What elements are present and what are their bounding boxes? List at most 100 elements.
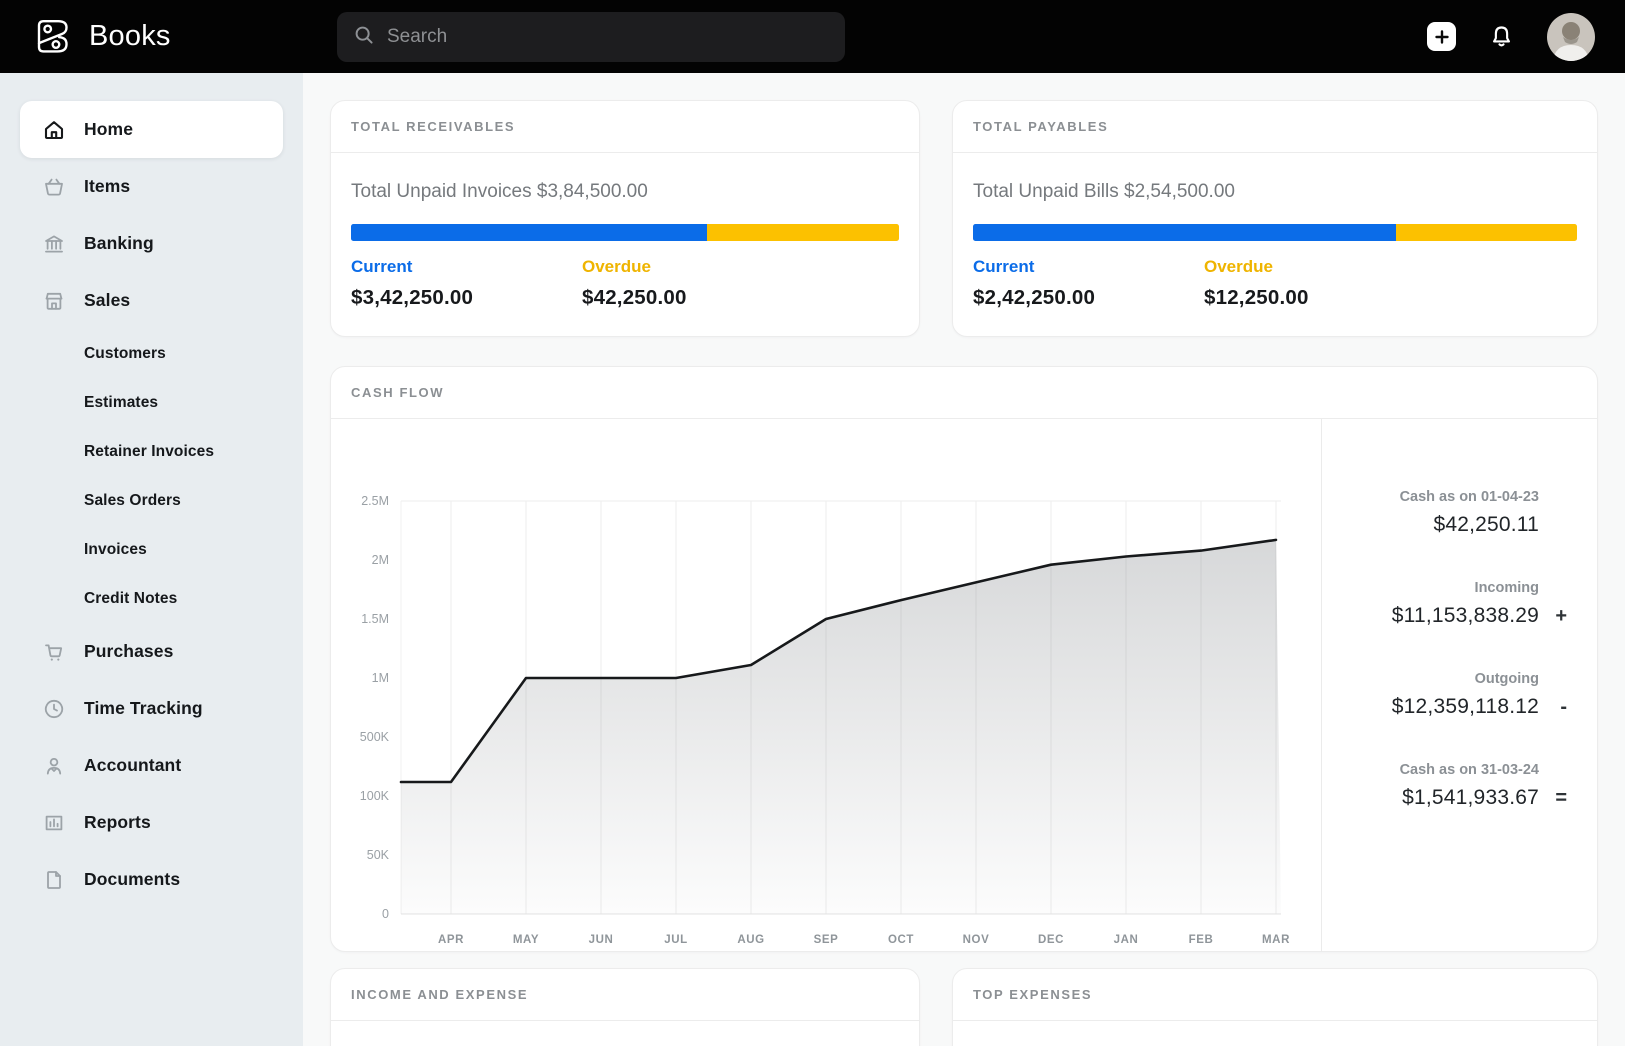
sidebar-item-items[interactable]: Items [20, 158, 283, 215]
dashboard-content: TOTAL RECEIVABLES Total Unpaid Invoices … [303, 73, 1625, 1046]
cashflow-stat: Cash as on 01-04-23 $42,250.11 [1322, 489, 1567, 537]
books-logo-icon [28, 12, 72, 61]
sidebar-item-customers[interactable]: Customers [20, 329, 283, 378]
person-icon [42, 754, 66, 778]
svg-text:500K: 500K [360, 730, 390, 744]
sidebar-item-label: Sales [84, 290, 131, 310]
cashflow-chart: APR MAY JUN JUL AUG SEP OCT NOV DEC JAN FEB MAR 2.5M… [360, 494, 1290, 946]
sidebar-item-label: Purchases [84, 641, 174, 661]
current-amount: $3,42,250.00 [351, 286, 474, 309]
svg-text:0: 0 [382, 907, 389, 921]
search-input[interactable] [387, 26, 829, 48]
svg-text:NOV: NOV [963, 934, 990, 946]
overdue-segment [707, 224, 899, 241]
overdue-label: Overdue [1204, 257, 1273, 276]
home-icon [42, 118, 66, 142]
card-title: CASH FLOW [351, 385, 445, 400]
sidebar-item-label: Customers [84, 344, 166, 362]
stat-value: $11,153,838.29 [1391, 604, 1539, 627]
payables-progress-bar [973, 224, 1577, 241]
card-title: TOTAL RECEIVABLES [351, 119, 516, 134]
sidebar-item-label: Time Tracking [84, 698, 203, 718]
overdue-amount: $12,250.00 [1204, 286, 1309, 309]
cashflow-stat: Outgoing $12,359,118.12- [1322, 671, 1567, 719]
cashflow-stat: Incoming $11,153,838.29 + [1322, 580, 1567, 628]
sidebar-item-label: Estimates [84, 393, 159, 411]
card-header: CASH FLOW [331, 367, 1597, 419]
sidebar-item-reports[interactable]: Reports [20, 794, 283, 851]
current-label: Current [351, 257, 413, 276]
stat-symbol: + [1555, 605, 1567, 627]
app-name: Books [89, 20, 171, 52]
clock-icon [42, 697, 66, 721]
sidebar-item-home[interactable]: Home [20, 101, 283, 158]
sidebar-item-sales[interactable]: Sales [20, 272, 283, 329]
svg-text:FEB: FEB [1189, 934, 1214, 946]
current-amount: $2,42,250.00 [973, 286, 1096, 309]
sidebar-item-label: Reports [84, 812, 151, 832]
sidebar-item-label: Documents [84, 869, 181, 889]
search-bar[interactable] [337, 12, 845, 62]
total-unpaid-bills: Total Unpaid Bills $2,54,500.00 [973, 181, 1235, 202]
stat-symbol: - [1560, 696, 1567, 718]
bank-icon [42, 232, 66, 256]
sidebar-item-retainer-invoices[interactable]: Retainer Invoices [20, 427, 283, 476]
basket-icon [42, 175, 66, 199]
cashflow-stat: Cash as on 31-03-24 $1,541,933.67 = [1322, 762, 1567, 810]
svg-text:2M: 2M [372, 553, 389, 567]
total-payables-card: TOTAL PAYABLES Total Unpaid Bills $2,54,… [952, 100, 1598, 337]
card-title: INCOME AND EXPENSE [351, 987, 529, 1002]
search-icon [353, 24, 375, 51]
app-logo[interactable]: Books [0, 12, 171, 61]
card-title: TOP EXPENSES [973, 987, 1093, 1002]
card-header: TOTAL RECEIVABLES [331, 101, 919, 153]
user-avatar[interactable] [1547, 12, 1595, 61]
svg-text:1M: 1M [372, 671, 389, 685]
svg-text:APR: APR [438, 934, 464, 946]
svg-text:AUG: AUG [737, 934, 764, 946]
store-icon [42, 289, 66, 313]
sidebar-item-purchases[interactable]: Purchases [20, 623, 283, 680]
sidebar-item-label: Invoices [84, 540, 147, 558]
overdue-amount: $42,250.00 [582, 286, 687, 309]
sidebar-item-invoices[interactable]: Invoices [20, 525, 283, 574]
sidebar-item-sales-orders[interactable]: Sales Orders [20, 476, 283, 525]
svg-text:1.5M: 1.5M [361, 612, 389, 626]
sidebar-item-label: Banking [84, 233, 154, 253]
sidebar: Home Items Banking Sales Customers Estimates R… [0, 73, 303, 1046]
sidebar-item-accountant[interactable]: Accountant [20, 737, 283, 794]
notifications-bell-icon[interactable] [1488, 23, 1515, 50]
sidebar-item-label: Accountant [84, 755, 182, 775]
svg-text:JUN: JUN [589, 934, 614, 946]
sidebar-item-banking[interactable]: Banking [20, 215, 283, 272]
cash-flow-card: CASH FLOW APR MAY JUN JUL AUG SEP OCT NOV DEC JAN… [330, 366, 1598, 952]
svg-text:SEP: SEP [814, 934, 839, 946]
svg-text:2.5M: 2.5M [361, 494, 389, 508]
sidebar-item-credit-notes[interactable]: Credit Notes [20, 574, 283, 623]
sidebar-item-estimates[interactable]: Estimates [20, 378, 283, 427]
cashflow-stats-panel: Cash as on 01-04-23 $42,250.11 Incoming $11… [1321, 419, 1597, 952]
sidebar-item-label: Home [84, 119, 134, 139]
stat-label: Outgoing [1474, 671, 1539, 687]
total-receivables-card: TOTAL RECEIVABLES Total Unpaid Invoices … [330, 100, 920, 337]
svg-text:100K: 100K [360, 789, 390, 803]
top-expenses-card: TOP EXPENSES [952, 968, 1598, 1046]
quick-create-button[interactable] [1427, 22, 1456, 51]
stat-value: $42,250.11 [1433, 513, 1539, 536]
stat-symbol: = [1555, 787, 1567, 809]
stat-label: Incoming [1474, 580, 1539, 596]
sidebar-item-label: Sales Orders [84, 491, 181, 509]
topbar: Books [0, 0, 1625, 73]
card-header: TOP EXPENSES [953, 969, 1597, 1021]
cart-icon [42, 640, 66, 664]
stat-value: $1,541,933.67 [1402, 786, 1539, 809]
sidebar-item-time-tracking[interactable]: Time Tracking [20, 680, 283, 737]
overdue-label: Overdue [582, 257, 651, 276]
svg-text:DEC: DEC [1038, 934, 1064, 946]
card-title: TOTAL PAYABLES [973, 119, 1109, 134]
current-segment [973, 224, 1396, 241]
stat-value: $12,359,118.12 [1391, 695, 1539, 718]
sidebar-item-documents[interactable]: Documents [20, 851, 283, 908]
income-and-expense-card: INCOME AND EXPENSE [330, 968, 920, 1046]
overdue-segment [1395, 224, 1577, 241]
